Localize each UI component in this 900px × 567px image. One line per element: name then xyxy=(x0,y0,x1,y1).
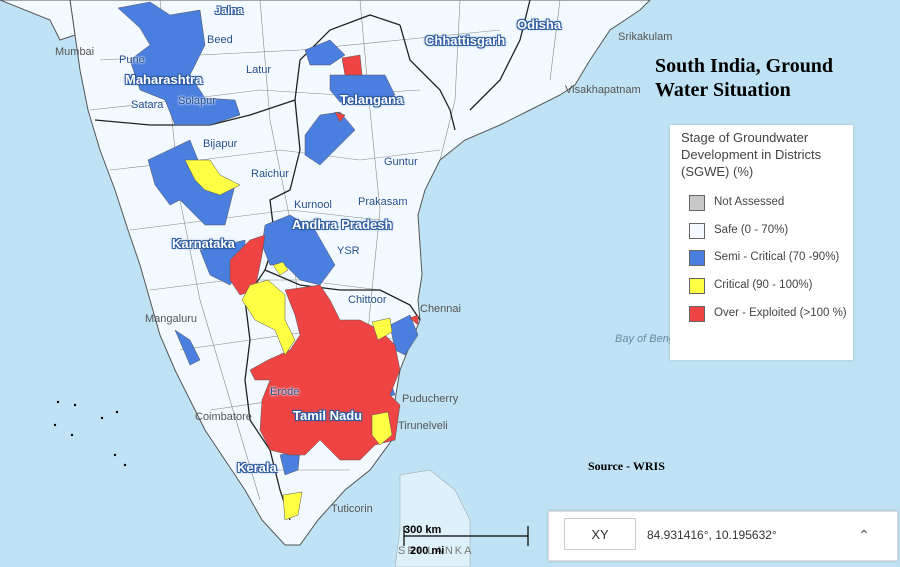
state-label-kerala: Kerala xyxy=(237,460,277,475)
state-label-maharashtra: Maharashtra xyxy=(125,72,203,87)
city-label-solapur: Solapur xyxy=(178,95,216,107)
legend-swatch-yellow xyxy=(689,278,705,294)
city-label-raichur: Raichur xyxy=(251,168,289,180)
legend-label: Semi - Critical (70 -90%) xyxy=(714,251,840,263)
legend-label: Safe (0 - 70%) xyxy=(714,224,789,236)
city-label-beed: Beed xyxy=(207,34,233,46)
legend-swatch-blue xyxy=(689,250,705,266)
land-nw xyxy=(0,0,76,41)
legend-swatch-grey xyxy=(689,195,705,211)
coordinate-format-button[interactable]: XY xyxy=(564,518,636,550)
city-label-coimbatore: Coimbatore xyxy=(195,411,252,423)
city-label-bijapur: Bijapur xyxy=(203,138,238,150)
semi-critical-districts xyxy=(117,1,419,476)
sri-lanka xyxy=(394,469,471,567)
city-label-mumbai: Mumbai xyxy=(55,46,95,58)
city-label-pune: Pune xyxy=(119,54,145,66)
lakshadweep-islands xyxy=(53,400,127,467)
legend-heading: Stage of Groundwater Development in Dist… xyxy=(681,130,822,179)
state-label-karnataka: Karnataka xyxy=(172,236,235,251)
chevron-up-icon[interactable]: ⌃ xyxy=(849,520,879,550)
map-title: South India, Ground Water Situation xyxy=(655,55,834,101)
critical-districts xyxy=(184,159,393,521)
coordinate-bar: XY 84.931416°, 10.195632° ⌃ xyxy=(548,511,898,561)
legend-label: Critical (90 - 100%) xyxy=(714,279,813,291)
city-label-ysr: YSR xyxy=(337,245,360,257)
city-label-jalna: Jalna xyxy=(215,5,244,17)
legend-label: Not Assessed xyxy=(714,196,785,208)
city-label-prakasam: Prakasam xyxy=(358,196,408,208)
scale-mi-label: 200 mi xyxy=(410,545,445,557)
coordinate-readout: 84.931416°, 10.195632° xyxy=(647,528,777,542)
city-label-srikakulam: Srikakulam xyxy=(618,31,673,43)
city-label-puducherry: Puducherry xyxy=(402,393,459,405)
city-label-chittoor: Chittoor xyxy=(348,294,387,306)
legend-label: Over - Exploited (>100 %) xyxy=(714,307,847,319)
country-label-sri-lanka: SRI LANKA xyxy=(398,545,474,557)
sea-label-bay-of-bengal: Bay of Bengal xyxy=(615,333,684,345)
city-label-visakhapatnam: Visakhapatnam xyxy=(565,84,641,96)
source-label: Source - WRIS xyxy=(588,459,665,473)
city-label-tirunelveli: Tirunelveli xyxy=(398,420,448,432)
legend-swatch-red xyxy=(689,306,705,322)
land-mass xyxy=(69,0,651,546)
city-label-mangaluru: Mangaluru xyxy=(145,313,197,325)
state-label-odisha: Odisha xyxy=(517,17,562,32)
city-label-latur: Latur xyxy=(246,64,272,76)
city-label-kurnool: Kurnool xyxy=(294,199,332,211)
city-label-chennai: Chennai xyxy=(420,303,461,315)
legend-swatch-white xyxy=(689,223,705,239)
scale-km-label: 300 km xyxy=(404,524,442,536)
legend-panel: Stage of Groundwater Development in Dist… xyxy=(670,125,853,360)
state-label-tamil-nadu: Tamil Nadu xyxy=(293,408,363,423)
city-label-tuticorin: Tuticorin xyxy=(331,503,373,515)
state-label-chhattisgarh: Chhattisgarh xyxy=(425,33,506,48)
state-label-andhra-pradesh: Andhra Pradesh xyxy=(292,217,393,232)
over-exploited-districts xyxy=(229,54,419,461)
state-label-telangana: Telangana xyxy=(340,92,404,107)
city-label-satara: Satara xyxy=(131,99,164,111)
city-label-guntur: Guntur xyxy=(384,156,418,168)
city-label-erode: Erode xyxy=(270,386,300,398)
scale-bar xyxy=(403,526,529,546)
